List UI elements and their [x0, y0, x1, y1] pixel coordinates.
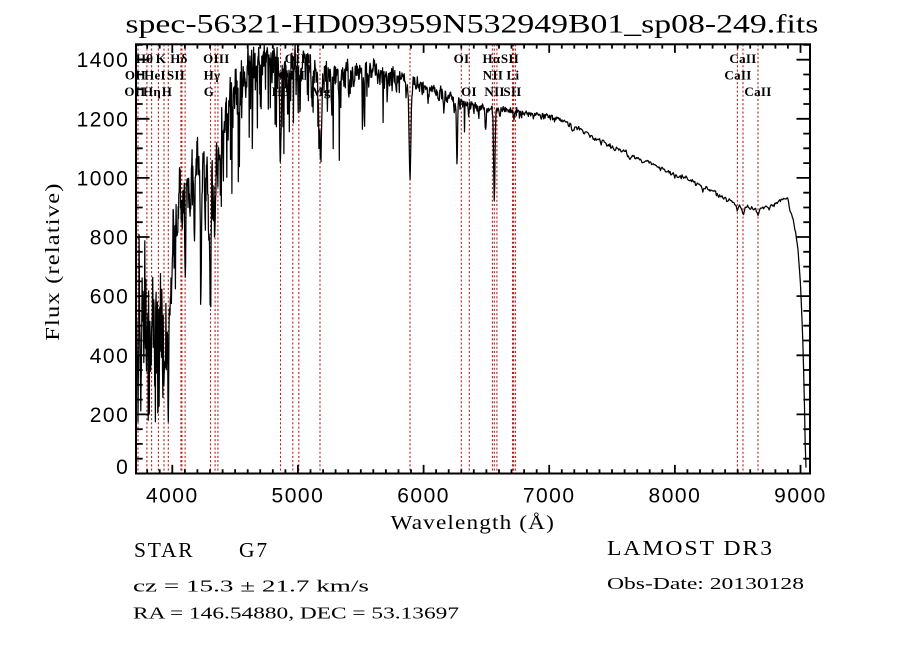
svg-text:CaII: CaII [729, 51, 756, 66]
svg-text:1200: 1200 [77, 108, 130, 131]
svg-text:400: 400 [90, 345, 130, 368]
svg-text:5000: 5000 [272, 484, 325, 507]
svg-text:SII: SII [503, 84, 521, 99]
svg-text:800: 800 [90, 227, 130, 250]
svg-text:Hγ: Hγ [204, 68, 221, 83]
svg-text:Hδ: Hδ [170, 51, 187, 66]
svg-text:4000: 4000 [146, 484, 199, 507]
svg-text:CaII: CaII [744, 84, 771, 99]
svg-text:7000: 7000 [523, 484, 576, 507]
svg-text:LAMOST DR3: LAMOST DR3 [607, 536, 774, 560]
svg-text:spec-56321-HD093959N532949B01_: spec-56321-HD093959N532949B01_sp08-249.f… [125, 9, 818, 38]
svg-text:cz = 15.3 ± 21.7 km/s: cz = 15.3 ± 21.7 km/s [133, 577, 369, 596]
svg-text:STAR: STAR [134, 538, 194, 562]
svg-text:SII: SII [167, 68, 185, 83]
svg-text:G: G [204, 84, 214, 99]
svg-text:6000: 6000 [397, 484, 450, 507]
svg-text:K: K [156, 51, 167, 66]
svg-text:1000: 1000 [77, 167, 130, 190]
svg-text:Li: Li [507, 68, 520, 83]
svg-text:0: 0 [116, 456, 129, 479]
svg-text:Wavelength (Å): Wavelength (Å) [391, 512, 556, 534]
svg-text:Obs-Date: 20130128: Obs-Date: 20130128 [607, 574, 804, 593]
svg-text:1400: 1400 [77, 49, 130, 72]
svg-text:OI: OI [454, 51, 470, 66]
svg-text:OI: OI [461, 84, 477, 99]
svg-text:8000: 8000 [649, 484, 702, 507]
svg-text:H: H [162, 84, 172, 99]
svg-text:OIII: OIII [203, 51, 230, 66]
svg-text:NII: NII [484, 84, 504, 99]
svg-text:Hη: Hη [143, 84, 161, 99]
svg-text:Hθ: Hθ [136, 51, 154, 66]
svg-text:OII: OII [124, 84, 145, 99]
svg-text:9000: 9000 [774, 484, 827, 507]
svg-text:Hα: Hα [483, 51, 501, 66]
svg-text:200: 200 [90, 404, 130, 427]
svg-text:HeI: HeI [144, 68, 166, 83]
svg-text:Mg: Mg [311, 84, 331, 99]
svg-text:RA = 146.54880, DEC = 53.1369: RA = 146.54880, DEC = 53.13697 [133, 604, 459, 623]
svg-text:SII: SII [501, 51, 519, 66]
svg-text:NII: NII [483, 68, 503, 83]
svg-text:600: 600 [90, 286, 130, 309]
svg-text:CaII: CaII [724, 68, 751, 83]
svg-text:Flux (relative): Flux (relative) [42, 182, 64, 340]
svg-text:G7: G7 [239, 538, 269, 562]
